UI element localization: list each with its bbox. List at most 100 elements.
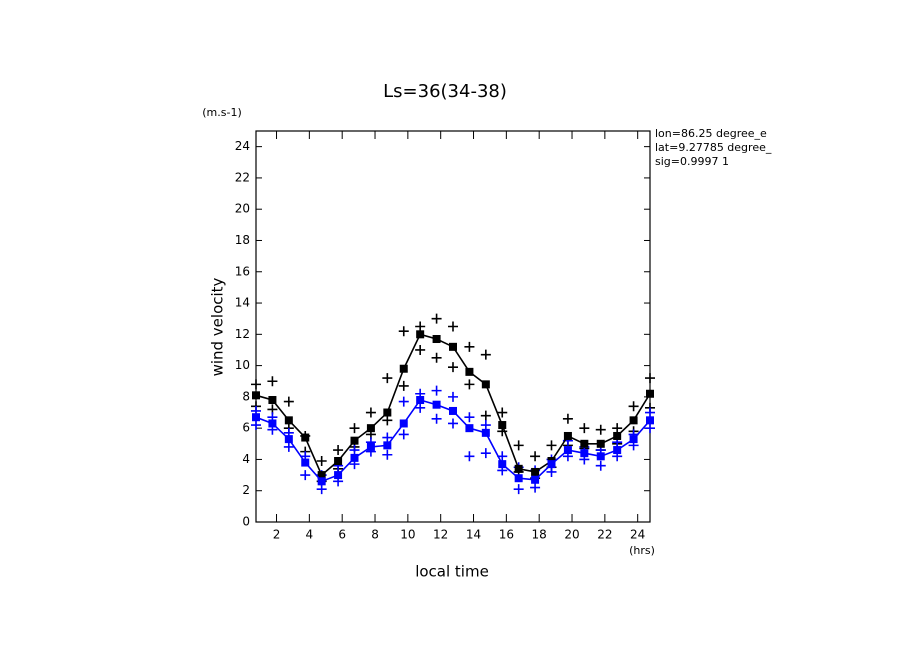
plus-marker bbox=[464, 379, 475, 390]
mean-marker bbox=[252, 413, 260, 422]
mean-marker bbox=[366, 424, 375, 433]
plus-marker bbox=[398, 326, 409, 337]
mean-marker bbox=[613, 446, 622, 455]
mean-marker bbox=[399, 419, 408, 428]
plot-frame bbox=[255, 130, 651, 523]
mean-marker bbox=[646, 389, 654, 398]
x-tick-label: 18 bbox=[532, 528, 547, 542]
mean-marker bbox=[252, 391, 260, 400]
y-unit: (m.s-1) bbox=[202, 106, 242, 119]
mean-marker bbox=[268, 419, 277, 428]
mean-marker bbox=[383, 441, 392, 450]
mean-marker bbox=[613, 431, 622, 440]
plus-marker bbox=[398, 429, 409, 440]
y-axis-label: wind velocity bbox=[209, 277, 227, 376]
plus-marker bbox=[645, 407, 655, 418]
mean-marker bbox=[646, 416, 654, 425]
mean-marker bbox=[399, 364, 408, 373]
plus-marker bbox=[398, 380, 409, 391]
x-tick-label: 10 bbox=[400, 528, 415, 542]
plus-marker bbox=[448, 362, 458, 373]
plus-marker bbox=[349, 423, 360, 434]
mean-marker bbox=[596, 439, 605, 448]
y-tick-label: 0 bbox=[242, 515, 250, 529]
plus-marker bbox=[415, 344, 426, 355]
mean-marker bbox=[514, 474, 523, 483]
plus-marker bbox=[497, 407, 508, 418]
plus-marker bbox=[431, 352, 442, 363]
mean-marker bbox=[481, 428, 490, 437]
plus-marker bbox=[316, 456, 327, 467]
x-tick-label: 6 bbox=[338, 528, 346, 542]
x-tick-label: 2 bbox=[273, 528, 281, 542]
mean-marker bbox=[334, 457, 343, 466]
y-tick-label: 24 bbox=[235, 139, 250, 153]
mean-marker bbox=[334, 471, 343, 480]
mean-marker bbox=[563, 446, 572, 455]
mean-marker bbox=[531, 475, 540, 484]
mean-marker bbox=[432, 335, 441, 344]
mean-marker bbox=[629, 435, 638, 444]
x-tick-label: 4 bbox=[306, 528, 314, 542]
mean-marker bbox=[449, 342, 457, 351]
y-tick-label: 18 bbox=[235, 233, 250, 247]
plus-marker bbox=[431, 385, 442, 396]
mean-marker bbox=[301, 458, 310, 467]
annotation: lat=9.27785 degree_ bbox=[655, 141, 772, 154]
x-tick-label: 24 bbox=[630, 528, 645, 542]
mean-marker bbox=[317, 471, 326, 480]
plus-marker bbox=[448, 321, 458, 332]
mean-marker bbox=[547, 460, 556, 469]
plus-marker bbox=[431, 413, 442, 424]
plus-marker bbox=[480, 410, 491, 421]
mean-marker bbox=[498, 421, 507, 430]
plus-marker bbox=[645, 373, 655, 384]
plus-marker bbox=[464, 451, 475, 462]
plus-marker bbox=[645, 423, 655, 434]
plus-marker bbox=[382, 373, 393, 384]
annotations: lon=86.25 degree_e lat=9.27785 degree_ s… bbox=[655, 127, 772, 168]
mean-marker bbox=[366, 442, 375, 451]
y-tick-label: 22 bbox=[235, 170, 250, 184]
mean-marker bbox=[465, 367, 474, 376]
plus-marker bbox=[431, 313, 442, 324]
x-axis-label: local time bbox=[415, 563, 489, 581]
plus-marker bbox=[464, 412, 475, 423]
mean-marker bbox=[629, 416, 638, 425]
plus-marker bbox=[365, 407, 376, 418]
mean-marker bbox=[301, 433, 310, 442]
mean-marker bbox=[580, 449, 589, 458]
plus-marker bbox=[300, 470, 311, 481]
plus-marker bbox=[546, 440, 557, 451]
mean-marker bbox=[350, 436, 359, 445]
mean-marker bbox=[449, 406, 457, 415]
plus-marker bbox=[513, 484, 524, 495]
mean-marker bbox=[317, 477, 326, 486]
plus-marker bbox=[464, 341, 475, 352]
plus-marker bbox=[513, 440, 524, 451]
x-unit: (hrs) bbox=[629, 544, 655, 557]
plus-marker bbox=[415, 402, 426, 413]
x-tick-label: 14 bbox=[466, 528, 481, 542]
plus-marker bbox=[283, 441, 294, 452]
mean-marker bbox=[268, 396, 277, 405]
y-tick-label: 12 bbox=[235, 327, 250, 341]
mean-marker bbox=[350, 453, 359, 462]
mean-marker bbox=[416, 330, 425, 339]
y-tick-label: 16 bbox=[235, 264, 250, 278]
plus-marker bbox=[579, 423, 590, 434]
mean-marker bbox=[284, 435, 293, 444]
mean-marker bbox=[284, 416, 293, 425]
annotation: sig=0.9997 1 bbox=[655, 155, 729, 168]
plus-marker bbox=[349, 445, 360, 456]
plus-marker bbox=[480, 448, 491, 459]
plus-marker bbox=[480, 420, 491, 431]
x-tick-label: 12 bbox=[433, 528, 448, 542]
plus-marker bbox=[333, 445, 344, 456]
mean-marker bbox=[416, 396, 425, 405]
plus-marker bbox=[595, 424, 606, 435]
x-tick-label: 16 bbox=[499, 528, 514, 542]
y-tick-label: 20 bbox=[235, 202, 250, 216]
plus-marker bbox=[530, 482, 541, 493]
